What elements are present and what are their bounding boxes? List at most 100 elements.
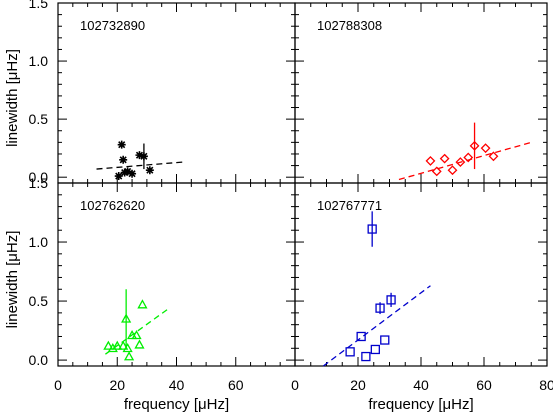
point-marker <box>455 157 466 168</box>
panel-top-left: 102732890 <box>57 2 296 184</box>
point-marker <box>123 351 135 361</box>
data-point <box>145 166 154 175</box>
x-axis-title: frequency [μHz] <box>368 396 473 413</box>
ticks <box>294 182 548 366</box>
point-marker <box>120 168 129 177</box>
point-marker <box>447 165 458 176</box>
point-marker <box>137 299 148 309</box>
ticks <box>57 182 296 366</box>
point-marker <box>480 143 491 154</box>
star-id-label: 102762620 <box>80 198 145 213</box>
data-point <box>367 211 377 247</box>
data-point <box>455 157 466 168</box>
data-point <box>114 172 123 181</box>
data-point <box>119 155 128 164</box>
y-tick-label: 1.0 <box>29 234 49 250</box>
data-point <box>469 122 480 170</box>
x-tick-label: 80 <box>539 377 553 393</box>
star-id-label: 102732890 <box>80 18 145 33</box>
point-marker <box>112 340 123 350</box>
point-marker <box>131 329 142 340</box>
data-point <box>121 289 132 349</box>
data-point <box>361 351 371 362</box>
point-marker <box>439 153 450 164</box>
y-axis-title: linewidth [μHz] <box>4 231 21 329</box>
point-marker <box>128 169 137 178</box>
data-point <box>356 331 366 342</box>
y-axis-title: linewidth [μHz] <box>4 49 21 147</box>
data-point <box>122 342 133 353</box>
point-marker <box>356 331 366 342</box>
point-marker <box>367 224 377 234</box>
x-tick-label: 0 <box>54 377 62 393</box>
point-marker <box>134 339 145 349</box>
data-point <box>370 344 380 355</box>
data-point <box>488 151 499 162</box>
point-marker <box>469 140 480 151</box>
data-point <box>134 339 145 349</box>
y-tick-label: 0.5 <box>29 111 49 127</box>
x-tick-label: 40 <box>413 377 429 393</box>
data-point <box>128 169 137 178</box>
point-marker <box>386 295 396 305</box>
data-point <box>107 342 118 353</box>
x-tick-label: 60 <box>476 377 492 393</box>
data-point <box>480 143 491 154</box>
point-marker <box>139 152 148 161</box>
panel-bottom-right: 102767771 <box>294 182 548 367</box>
fit-line <box>96 161 183 170</box>
point-marker <box>361 351 371 362</box>
data-point <box>103 340 114 350</box>
panel-bottom-left: 102762620 <box>57 182 296 367</box>
y-tick-label: 1.0 <box>29 53 49 69</box>
star-id-label: 102788308 <box>317 18 382 33</box>
ticks <box>294 2 548 183</box>
data-point <box>380 335 390 345</box>
y-tick-label: 0.0 <box>29 169 49 185</box>
point-marker <box>118 340 129 350</box>
point-marker <box>380 335 390 345</box>
point-marker <box>119 155 128 164</box>
fit-line <box>105 308 168 355</box>
star-id-label: 102767771 <box>317 198 382 213</box>
data-point <box>135 151 144 160</box>
data-point <box>139 143 148 170</box>
point-marker <box>375 303 385 313</box>
y-tick-label: 0.0 <box>29 352 49 368</box>
panel-top-right: 102788308 <box>294 2 548 184</box>
data-point <box>447 165 458 176</box>
point-marker <box>122 342 133 353</box>
x-tick-label: 40 <box>169 377 185 393</box>
point-marker <box>345 347 355 357</box>
data-point <box>118 340 129 350</box>
y-tick-label: 0.5 <box>29 293 49 309</box>
point-marker <box>488 151 499 162</box>
point-marker <box>117 140 126 149</box>
point-marker <box>103 340 114 350</box>
point-marker <box>431 166 442 177</box>
data-point <box>439 153 450 164</box>
point-marker <box>114 172 123 181</box>
point-marker <box>425 156 436 166</box>
data-point <box>375 302 385 315</box>
point-marker <box>135 151 144 160</box>
data-point <box>463 152 474 163</box>
axis-labels: 0.0 0.5 1.0 1.5 0 20 40 60 0.0 0.5 1.0 1.5 0 20 40 60 80… <box>4 0 553 413</box>
data-point <box>425 156 436 166</box>
y-tick-label: 1.5 <box>29 0 49 11</box>
point-marker <box>463 152 474 163</box>
fit-line <box>398 141 532 181</box>
data-point <box>123 167 132 176</box>
data-point <box>345 347 355 357</box>
data-point <box>120 168 129 177</box>
x-tick-label: 20 <box>350 377 366 393</box>
point-marker <box>121 313 132 323</box>
point-marker <box>145 166 154 175</box>
x-tick-label: 0 <box>291 377 299 393</box>
fit-line <box>322 285 431 367</box>
data-point <box>431 166 442 177</box>
data-point <box>137 299 148 309</box>
x-axis-title: frequency [μHz] <box>124 396 229 413</box>
point-marker <box>123 167 132 176</box>
